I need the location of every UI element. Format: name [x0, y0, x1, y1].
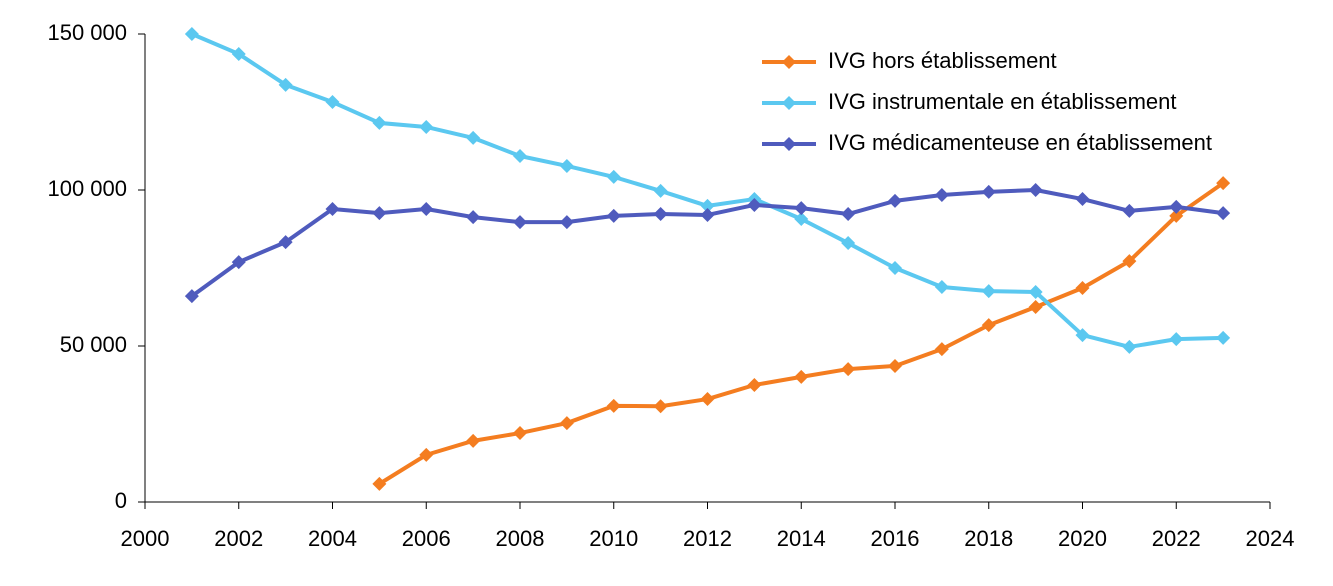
point-marker	[466, 130, 481, 145]
x-tick-label: 2006	[402, 526, 451, 551]
point-marker	[700, 207, 715, 222]
point-marker	[888, 261, 902, 275]
point-marker	[606, 208, 621, 223]
point-marker	[513, 148, 527, 163]
point-marker	[559, 215, 574, 230]
point-marker	[794, 201, 809, 216]
legend-marker	[782, 96, 796, 110]
x-tick-label: 2014	[777, 526, 826, 551]
point-marker	[981, 318, 996, 333]
point-marker	[653, 183, 668, 198]
point-marker	[653, 207, 668, 222]
y-tick-label: 0	[115, 488, 127, 513]
point-marker	[1028, 300, 1043, 314]
point-marker	[231, 46, 246, 61]
point-marker	[981, 184, 996, 199]
point-marker	[1216, 176, 1231, 191]
series-line	[378, 181, 1225, 486]
x-tick-label: 2018	[964, 526, 1013, 551]
point-marker	[419, 447, 434, 462]
y-tick-label: 100 000	[47, 176, 127, 201]
point-marker	[747, 378, 762, 392]
point-marker	[606, 169, 621, 184]
point-marker	[1216, 330, 1231, 345]
series-line	[191, 32, 1224, 349]
point-marker	[513, 426, 527, 441]
point-marker	[794, 369, 809, 384]
x-tick-label: 2020	[1058, 526, 1107, 551]
x-tick-label: 2016	[871, 526, 920, 551]
point-marker	[1122, 203, 1137, 218]
point-marker	[1169, 332, 1184, 347]
x-tick-label: 2004	[308, 526, 357, 551]
legend-label: IVG instrumentale en établissement	[828, 89, 1177, 114]
point-marker	[1169, 199, 1184, 214]
point-marker	[841, 236, 856, 251]
point-marker	[466, 433, 481, 448]
point-marker	[231, 255, 246, 270]
x-tick-label: 2010	[589, 526, 638, 551]
point-marker	[559, 416, 574, 431]
point-marker	[841, 362, 856, 377]
point-marker	[841, 207, 856, 222]
point-marker	[1075, 192, 1090, 207]
point-marker	[559, 158, 574, 173]
x-tick-label: 2012	[683, 526, 732, 551]
point-marker	[747, 197, 762, 212]
x-tick-label: 2008	[496, 526, 545, 551]
point-marker	[1216, 206, 1231, 221]
point-marker	[325, 202, 340, 217]
y-tick-label: 150 000	[47, 20, 127, 45]
point-marker	[1169, 208, 1184, 223]
point-marker	[1028, 285, 1043, 300]
point-marker	[419, 202, 434, 217]
x-tick-label: 2002	[214, 526, 263, 551]
point-marker	[278, 77, 293, 92]
point-marker	[372, 476, 387, 491]
point-marker	[700, 392, 715, 407]
point-marker	[278, 235, 293, 250]
y-tick-label: 50 000	[60, 332, 127, 357]
point-marker	[325, 95, 340, 110]
point-marker	[372, 115, 387, 130]
point-marker	[1122, 254, 1137, 269]
point-marker	[934, 342, 949, 357]
point-marker	[372, 206, 387, 221]
x-tick-label: 2024	[1246, 526, 1295, 551]
point-marker	[1075, 280, 1090, 295]
legend-marker	[782, 137, 796, 151]
point-marker	[700, 198, 715, 213]
point-marker	[934, 187, 949, 202]
point-marker	[1122, 339, 1137, 354]
x-tick-label: 2022	[1152, 526, 1201, 551]
point-marker	[606, 398, 621, 413]
point-marker	[934, 280, 949, 295]
legend-marker	[782, 55, 796, 69]
point-marker	[1028, 183, 1043, 197]
point-marker	[184, 27, 199, 41]
point-marker	[888, 358, 902, 373]
point-marker	[466, 210, 481, 225]
legend-label: IVG médicamenteuse en établissement	[828, 130, 1212, 155]
point-marker	[513, 215, 527, 230]
x-tick-label: 2000	[121, 526, 170, 551]
legend-label: IVG hors établissement	[828, 48, 1057, 73]
point-marker	[653, 399, 668, 414]
point-marker	[184, 289, 199, 304]
point-marker	[1075, 328, 1090, 343]
point-marker	[419, 119, 434, 134]
point-marker	[981, 284, 996, 299]
point-marker	[888, 193, 902, 208]
point-marker	[794, 212, 809, 227]
